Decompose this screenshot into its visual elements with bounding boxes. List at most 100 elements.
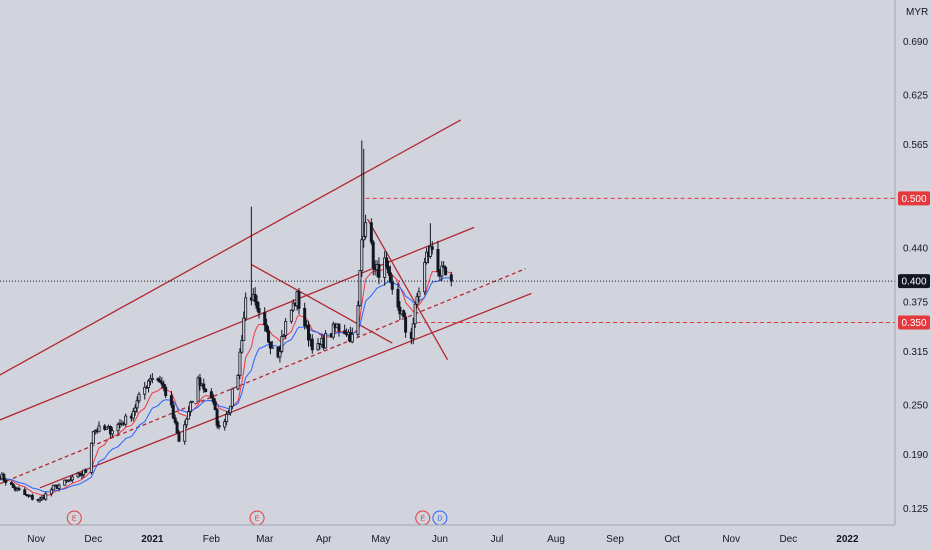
candle-body: [371, 241, 375, 269]
candle-body: [89, 442, 93, 473]
wedge-descending-line-2: [366, 218, 449, 360]
candle-body: [215, 409, 219, 426]
candle-body: [135, 400, 139, 409]
candle-body: [440, 265, 444, 277]
candle-body: [240, 340, 244, 353]
candle-body: [390, 281, 394, 290]
candle-body: [255, 301, 259, 309]
candle-body: [415, 296, 419, 305]
candle-body: [211, 397, 215, 403]
price-axis-panel[interactable]: [895, 0, 932, 525]
candle-body: [44, 493, 48, 500]
candle-body: [51, 484, 55, 491]
candle-body: [57, 484, 61, 489]
candle-body: [278, 351, 282, 358]
time-axis-ticks: Nov Dec 2021 Feb Mar Apr May Jun Jul Aug Sep Oct Nov…: [27, 534, 859, 545]
candle-body: [360, 239, 364, 271]
candle-body: [265, 324, 269, 332]
candle-body: [289, 309, 293, 322]
candle-body: [187, 411, 191, 420]
candle-body: [124, 415, 128, 425]
candle-body: [169, 395, 173, 406]
time-tick-label: Oct: [664, 534, 680, 545]
candle-body: [236, 375, 240, 390]
candle-body: [417, 291, 421, 298]
candle-body: [402, 310, 406, 318]
candle-body: [280, 336, 284, 352]
candle-body: [160, 381, 164, 385]
candle-body: [383, 257, 387, 278]
candle-body: [303, 307, 307, 327]
candle-body: [63, 479, 67, 486]
candle-body: [131, 410, 135, 419]
price-tick-label: 0.565: [903, 140, 928, 151]
candle-body: [209, 391, 213, 399]
candle-body: [230, 388, 234, 407]
candle-body: [396, 288, 400, 308]
time-tick-label: Jun: [432, 534, 448, 545]
upper-channel-line: [0, 119, 462, 376]
candle-body: [253, 293, 257, 303]
moving-average-slow-line: [0, 277, 452, 493]
candle-body: [444, 266, 448, 276]
time-tick-label: Apr: [316, 534, 332, 545]
channel-median-line: [0, 268, 526, 485]
price-tags-layer: 0.500 0.350 0.400: [898, 191, 930, 330]
event-marker-label: E: [72, 516, 77, 523]
time-tick-label: 2022: [836, 534, 859, 545]
candle-body: [188, 401, 192, 412]
time-tick-label: Dec: [779, 534, 797, 545]
candle-body: [171, 404, 175, 419]
candle-body: [282, 334, 286, 337]
candle-body: [105, 427, 109, 430]
candle-body: [196, 377, 200, 402]
time-tick-label: Mar: [256, 534, 274, 545]
level-price-tag-label: 0.500: [901, 194, 926, 205]
candle-body: [183, 424, 187, 442]
candle-body: [306, 324, 310, 341]
candle-body: [147, 380, 151, 388]
candle-body: [284, 321, 288, 336]
level-price-tag: [898, 315, 930, 330]
candle-body: [442, 265, 446, 268]
event-marker-label: D: [437, 516, 442, 523]
time-tick-label: Sep: [606, 534, 624, 545]
candle-body: [428, 246, 432, 257]
level-price-tag-label: 0.350: [901, 318, 926, 329]
price-tick-label: 0.250: [903, 401, 928, 412]
candle-body: [177, 432, 181, 442]
candle-body: [190, 400, 194, 403]
candle-body: [362, 235, 366, 241]
candle-body: [80, 474, 84, 477]
trendlines-layer: [0, 119, 532, 489]
levels-layer: [365, 197, 895, 323]
candle-body: [411, 323, 415, 339]
time-tick-label: Nov: [722, 534, 740, 545]
candle-body: [263, 312, 267, 326]
price-tick-label: 0.125: [903, 504, 928, 515]
candle-body: [385, 257, 389, 268]
candle-body: [116, 423, 120, 432]
candle-body: [238, 351, 242, 376]
candle-body: [143, 386, 147, 395]
event-marker-label: E: [255, 516, 260, 523]
candle-body: [425, 251, 429, 263]
last-price-tag: [898, 274, 930, 289]
candle-body: [369, 222, 373, 243]
candle-body: [17, 488, 21, 491]
candle-body: [198, 377, 202, 386]
candle-body: [350, 334, 354, 343]
candle-body: [162, 383, 166, 388]
time-axis-panel[interactable]: [0, 525, 932, 550]
price-tick-label: 0.190: [903, 450, 928, 461]
candle-body: [430, 246, 434, 250]
time-tick-label: 2021: [141, 534, 164, 545]
candle-body: [227, 412, 231, 415]
candle-body: [173, 417, 177, 423]
candle-body: [150, 378, 154, 380]
candle-body: [23, 489, 27, 496]
candle-body: [11, 484, 15, 488]
